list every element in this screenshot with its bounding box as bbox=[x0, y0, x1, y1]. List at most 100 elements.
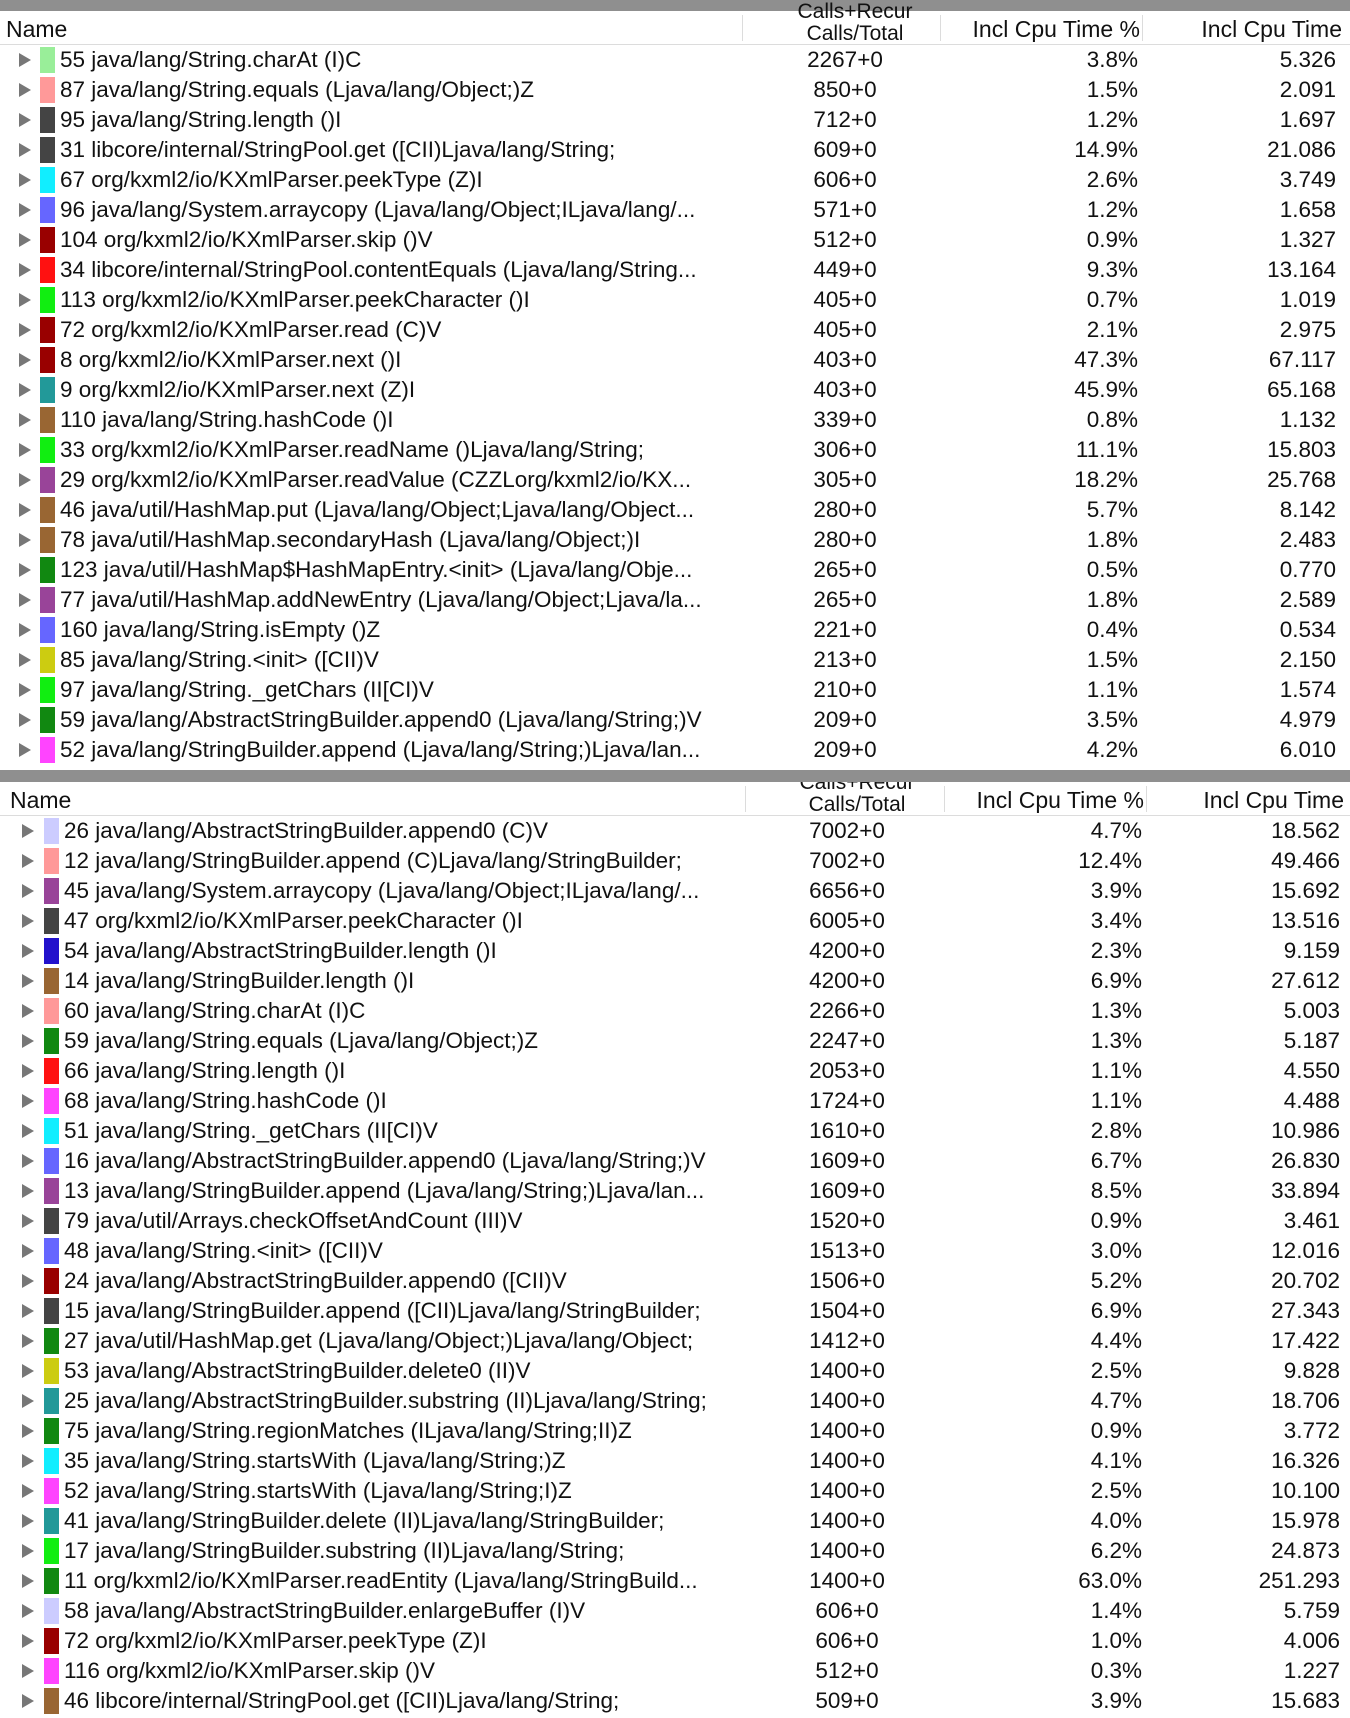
expand-triangle-icon[interactable] bbox=[19, 203, 31, 217]
table-row[interactable]: 26 java/lang/AbstractStringBuilder.appen… bbox=[0, 816, 1350, 846]
table-row[interactable]: 95 java/lang/String.length ()I 712+0 1.2% 1… bbox=[0, 105, 1350, 135]
expand-triangle-icon[interactable] bbox=[22, 1364, 34, 1378]
expand-triangle-icon[interactable] bbox=[22, 1634, 34, 1648]
expand-triangle-icon[interactable] bbox=[19, 173, 31, 187]
column-header-name[interactable]: Name bbox=[6, 16, 68, 42]
table-row[interactable]: 14 java/lang/StringBuilder.length ()I 420… bbox=[0, 966, 1350, 996]
table-row[interactable]: 87 java/lang/String.equals (Ljava/lang/O… bbox=[0, 75, 1350, 105]
table-row[interactable]: 24 java/lang/AbstractStringBuilder.appen… bbox=[0, 1266, 1350, 1296]
expand-triangle-icon[interactable] bbox=[19, 683, 31, 697]
table-row[interactable]: 27 java/util/HashMap.get (Ljava/lang/Obj… bbox=[0, 1326, 1350, 1356]
expand-triangle-icon[interactable] bbox=[22, 974, 34, 988]
expand-triangle-icon[interactable] bbox=[22, 1274, 34, 1288]
table-row[interactable]: 31 libcore/internal/StringPool.get ([CII… bbox=[0, 135, 1350, 165]
table-row[interactable]: 47 org/kxml2/io/KXmlParser.peekCharacter… bbox=[0, 906, 1350, 936]
expand-triangle-icon[interactable] bbox=[22, 944, 34, 958]
expand-triangle-icon[interactable] bbox=[19, 353, 31, 367]
table-row[interactable]: 41 java/lang/StringBuilder.delete (II)Lj… bbox=[0, 1506, 1350, 1536]
expand-triangle-icon[interactable] bbox=[22, 1574, 34, 1588]
expand-triangle-icon[interactable] bbox=[22, 1244, 34, 1258]
expand-triangle-icon[interactable] bbox=[22, 824, 34, 838]
table-row[interactable]: 25 java/lang/AbstractStringBuilder.subst… bbox=[0, 1386, 1350, 1416]
expand-triangle-icon[interactable] bbox=[22, 1544, 34, 1558]
table-row[interactable]: 11 org/kxml2/io/KXmlParser.readEntity (L… bbox=[0, 1566, 1350, 1596]
column-header-calls[interactable]: Calls+Recur Calls/Total bbox=[770, 1, 940, 44]
expand-triangle-icon[interactable] bbox=[19, 743, 31, 757]
expand-triangle-icon[interactable] bbox=[22, 1334, 34, 1348]
expand-triangle-icon[interactable] bbox=[19, 623, 31, 637]
expand-triangle-icon[interactable] bbox=[22, 1124, 34, 1138]
expand-triangle-icon[interactable] bbox=[19, 383, 31, 397]
table-row[interactable]: 123 java/util/HashMap$HashMapEntry.<init… bbox=[0, 555, 1350, 585]
expand-triangle-icon[interactable] bbox=[19, 653, 31, 667]
expand-triangle-icon[interactable] bbox=[19, 83, 31, 97]
expand-triangle-icon[interactable] bbox=[19, 143, 31, 157]
column-divider[interactable] bbox=[742, 15, 743, 41]
expand-triangle-icon[interactable] bbox=[22, 1514, 34, 1528]
expand-triangle-icon[interactable] bbox=[19, 593, 31, 607]
table-row[interactable]: 46 libcore/internal/StringPool.get ([CII… bbox=[0, 1686, 1350, 1716]
expand-triangle-icon[interactable] bbox=[22, 1184, 34, 1198]
table-row[interactable]: 113 org/kxml2/io/KXmlParser.peekCharacte… bbox=[0, 285, 1350, 315]
expand-triangle-icon[interactable] bbox=[22, 1484, 34, 1498]
expand-triangle-icon[interactable] bbox=[19, 113, 31, 127]
table-row[interactable]: 51 java/lang/String._getChars (II[CI)V 16… bbox=[0, 1116, 1350, 1146]
table-row[interactable]: 60 java/lang/String.charAt (I)C 2266+0 1.3… bbox=[0, 996, 1350, 1026]
table-row[interactable]: 75 java/lang/String.regionMatches (ILjav… bbox=[0, 1416, 1350, 1446]
column-divider[interactable] bbox=[745, 786, 746, 812]
expand-triangle-icon[interactable] bbox=[22, 1034, 34, 1048]
table-row[interactable]: 48 java/lang/String.<init> ([CII)V 1513+0… bbox=[0, 1236, 1350, 1266]
table-row[interactable]: 34 libcore/internal/StringPool.contentEq… bbox=[0, 255, 1350, 285]
table-row[interactable]: 35 java/lang/String.startsWith (Ljava/la… bbox=[0, 1446, 1350, 1476]
table-row[interactable]: 68 java/lang/String.hashCode ()I 1724+0 1.… bbox=[0, 1086, 1350, 1116]
table-row[interactable]: 85 java/lang/String.<init> ([CII)V 213+0 1… bbox=[0, 645, 1350, 675]
table-row[interactable]: 59 java/lang/AbstractStringBuilder.appen… bbox=[0, 705, 1350, 735]
expand-triangle-icon[interactable] bbox=[22, 1394, 34, 1408]
expand-triangle-icon[interactable] bbox=[22, 1694, 34, 1708]
expand-triangle-icon[interactable] bbox=[19, 713, 31, 727]
column-header-pct[interactable]: Incl Cpu Time % bbox=[976, 787, 1144, 813]
table-row[interactable]: 160 java/lang/String.isEmpty ()Z 221+0 0.4… bbox=[0, 615, 1350, 645]
expand-triangle-icon[interactable] bbox=[22, 1424, 34, 1438]
expand-triangle-icon[interactable] bbox=[22, 884, 34, 898]
table-row[interactable]: 52 java/lang/StringBuilder.append (Ljava… bbox=[0, 735, 1350, 765]
column-divider[interactable] bbox=[940, 15, 941, 41]
table-row[interactable]: 59 java/lang/String.equals (Ljava/lang/O… bbox=[0, 1026, 1350, 1056]
table-row[interactable]: 72 org/kxml2/io/KXmlParser.read (C)V 405+… bbox=[0, 315, 1350, 345]
expand-triangle-icon[interactable] bbox=[19, 503, 31, 517]
expand-triangle-icon[interactable] bbox=[22, 1094, 34, 1108]
expand-triangle-icon[interactable] bbox=[19, 563, 31, 577]
table-row[interactable]: 55 java/lang/String.charAt (I)C 2267+0 3.8… bbox=[0, 45, 1350, 75]
expand-triangle-icon[interactable] bbox=[22, 854, 34, 868]
expand-triangle-icon[interactable] bbox=[22, 914, 34, 928]
table-row[interactable]: 72 org/kxml2/io/KXmlParser.peekType (Z)I… bbox=[0, 1626, 1350, 1656]
column-header-time[interactable]: Incl Cpu Time bbox=[1201, 16, 1342, 42]
expand-triangle-icon[interactable] bbox=[19, 413, 31, 427]
expand-triangle-icon[interactable] bbox=[22, 1664, 34, 1678]
expand-triangle-icon[interactable] bbox=[22, 1214, 34, 1228]
expand-triangle-icon[interactable] bbox=[19, 533, 31, 547]
table-row[interactable]: 78 java/util/HashMap.secondaryHash (Ljav… bbox=[0, 525, 1350, 555]
expand-triangle-icon[interactable] bbox=[19, 263, 31, 277]
table-row[interactable]: 104 org/kxml2/io/KXmlParser.skip ()V 512+… bbox=[0, 225, 1350, 255]
table-row[interactable]: 33 org/kxml2/io/KXmlParser.readName ()Lj… bbox=[0, 435, 1350, 465]
table-row[interactable]: 17 java/lang/StringBuilder.substring (II… bbox=[0, 1536, 1350, 1566]
expand-triangle-icon[interactable] bbox=[22, 1154, 34, 1168]
expand-triangle-icon[interactable] bbox=[19, 53, 31, 67]
expand-triangle-icon[interactable] bbox=[22, 1454, 34, 1468]
column-divider[interactable] bbox=[1142, 15, 1143, 41]
table-row[interactable]: 15 java/lang/StringBuilder.append ([CII)… bbox=[0, 1296, 1350, 1326]
table-row[interactable]: 79 java/util/Arrays.checkOffsetAndCount … bbox=[0, 1206, 1350, 1236]
table-row[interactable]: 29 org/kxml2/io/KXmlParser.readValue (CZ… bbox=[0, 465, 1350, 495]
table-row[interactable]: 16 java/lang/AbstractStringBuilder.appen… bbox=[0, 1146, 1350, 1176]
table-row[interactable]: 9 org/kxml2/io/KXmlParser.next (Z)I 403+0… bbox=[0, 375, 1350, 405]
table-row[interactable]: 116 org/kxml2/io/KXmlParser.skip ()V 512+… bbox=[0, 1656, 1350, 1686]
table-row[interactable]: 66 java/lang/String.length ()I 2053+0 1.1%… bbox=[0, 1056, 1350, 1086]
expand-triangle-icon[interactable] bbox=[22, 1604, 34, 1618]
expand-triangle-icon[interactable] bbox=[19, 323, 31, 337]
expand-triangle-icon[interactable] bbox=[22, 1064, 34, 1078]
table-row[interactable]: 67 org/kxml2/io/KXmlParser.peekType (Z)I… bbox=[0, 165, 1350, 195]
expand-triangle-icon[interactable] bbox=[19, 233, 31, 247]
column-header-pct[interactable]: Incl Cpu Time % bbox=[972, 16, 1140, 42]
expand-triangle-icon[interactable] bbox=[22, 1004, 34, 1018]
